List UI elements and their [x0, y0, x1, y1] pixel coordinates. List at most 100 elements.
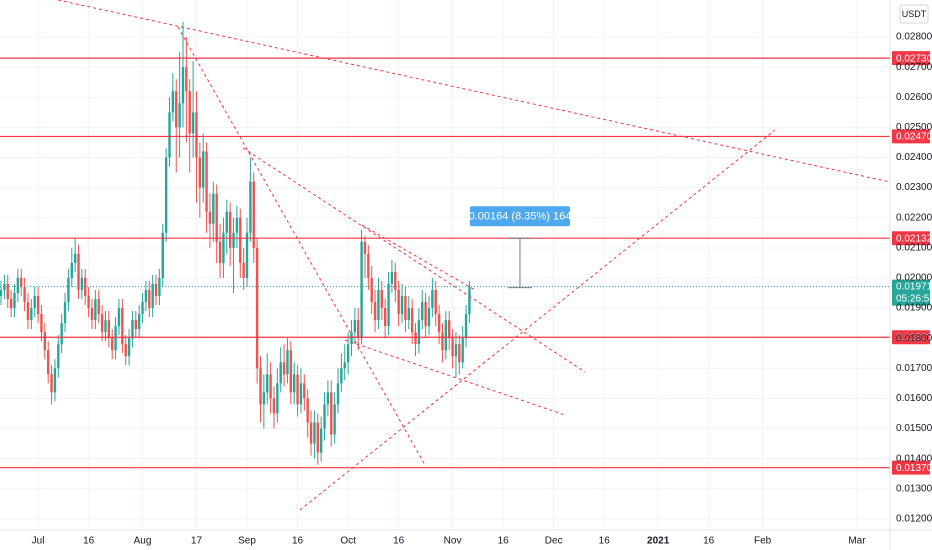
quote-box[interactable] — [899, 4, 929, 24]
candle-body — [346, 344, 350, 363]
trend-line — [57, 0, 891, 183]
candle-body — [296, 374, 299, 405]
y-tick-label: 0.02200 — [896, 212, 932, 223]
x-tick-label: Mar — [848, 536, 866, 547]
candle-body — [154, 283, 158, 297]
candle-body — [444, 320, 448, 351]
candle-body — [407, 308, 410, 321]
candle-body — [107, 320, 111, 339]
candle-body — [225, 211, 228, 233]
candle-body — [363, 241, 367, 254]
candle-body — [60, 323, 63, 345]
y-tick-label: 0.02700 — [896, 62, 932, 73]
candle-body — [434, 289, 437, 315]
candle-body — [276, 383, 279, 414]
level-tag — [892, 129, 930, 144]
y-tick-label: 0.01400 — [896, 453, 932, 464]
candle-body — [333, 404, 336, 435]
candle-body — [279, 362, 282, 384]
measure: 0.00164 (8.35%) 164 — [469, 206, 571, 289]
candle-body — [164, 157, 168, 233]
levels: 0.02730 0.02470 0.02132 0.01803 0.01370 0.019… — [0, 51, 932, 475]
candle-body — [306, 398, 309, 423]
candle-body — [161, 232, 164, 278]
y-tick-label: 0.01500 — [896, 423, 932, 434]
candle-body — [70, 262, 73, 278]
candle-body — [323, 404, 326, 429]
last-price-tag — [892, 279, 930, 306]
level-tag — [892, 460, 930, 475]
x-tick-label: Sep — [238, 536, 256, 547]
candle-body — [228, 211, 232, 248]
candle-body — [53, 368, 57, 393]
y-tick-label: 0.02000 — [896, 273, 932, 284]
measure-box — [469, 206, 570, 227]
candle-body — [330, 392, 333, 435]
candle-body — [437, 314, 441, 333]
candle-body — [178, 103, 181, 128]
y-tick-label: 0.02300 — [896, 182, 932, 193]
y-tick-label: 0.02100 — [896, 242, 932, 253]
y-tick-label: 0.01200 — [896, 513, 932, 524]
candle-body — [353, 320, 357, 333]
candle-body — [144, 289, 148, 303]
candle-body — [40, 314, 43, 333]
countdown-label: 05:26:58 — [896, 293, 932, 304]
candle-body — [367, 253, 370, 278]
candle-body — [6, 283, 9, 300]
y-tick-label: 0.01900 — [896, 303, 932, 314]
candle-body — [340, 368, 343, 384]
trend-line — [361, 224, 476, 291]
candle-body — [410, 308, 414, 333]
candle-body — [36, 296, 40, 315]
candle-body — [252, 181, 255, 248]
candle-body — [63, 302, 67, 324]
candle-body — [23, 286, 26, 303]
candle-body — [208, 211, 212, 224]
candle-body — [299, 383, 303, 405]
level-tag — [892, 330, 930, 345]
candle-body — [424, 302, 427, 327]
quote-label: USDT — [902, 9, 927, 19]
candle-body — [289, 350, 293, 393]
candle-body — [373, 302, 377, 321]
candle-body — [272, 398, 276, 414]
candle-body — [168, 112, 171, 158]
x-tick-label: Nov — [444, 536, 462, 547]
x-tick-label: Oct — [340, 536, 356, 547]
level-label: 0.02132 — [896, 233, 932, 244]
candle-body — [46, 350, 50, 375]
candle-body — [400, 296, 404, 315]
candle-body — [249, 181, 252, 233]
candle-body — [67, 277, 70, 303]
candle-body — [421, 302, 424, 321]
x-tick-label: 2021 — [647, 536, 670, 547]
candle-body — [360, 241, 363, 339]
candle-body — [269, 374, 272, 399]
candle-body — [404, 296, 407, 321]
x-tick-label: 16 — [599, 536, 611, 547]
candle-body — [414, 332, 417, 345]
candle-body — [181, 67, 185, 104]
candle-body — [127, 338, 131, 357]
candle-body — [87, 296, 90, 309]
candle-body — [198, 157, 202, 188]
x-tick-label: 17 — [191, 536, 203, 547]
candle-body — [357, 320, 360, 339]
level-label: 0.01803 — [896, 332, 932, 343]
candle-body — [313, 422, 316, 444]
candle-body — [33, 296, 36, 309]
x-tick-label: Aug — [134, 536, 152, 547]
candle-body — [255, 247, 259, 369]
x-tick-label: Dec — [545, 536, 563, 547]
candle-body — [427, 308, 431, 327]
y-tick-label: 0.02400 — [896, 152, 932, 163]
candle-body — [222, 232, 225, 263]
last-price-label: 0.01971 — [896, 281, 932, 292]
axes: 0.01200 0.01300 0.01400 0.01500 0.01600 0.017… — [32, 32, 932, 547]
candle-body — [73, 253, 77, 263]
candle-body — [282, 362, 286, 375]
y-tick-label: 0.01600 — [896, 393, 932, 404]
candle-body — [171, 91, 175, 113]
candle-body — [80, 277, 84, 290]
